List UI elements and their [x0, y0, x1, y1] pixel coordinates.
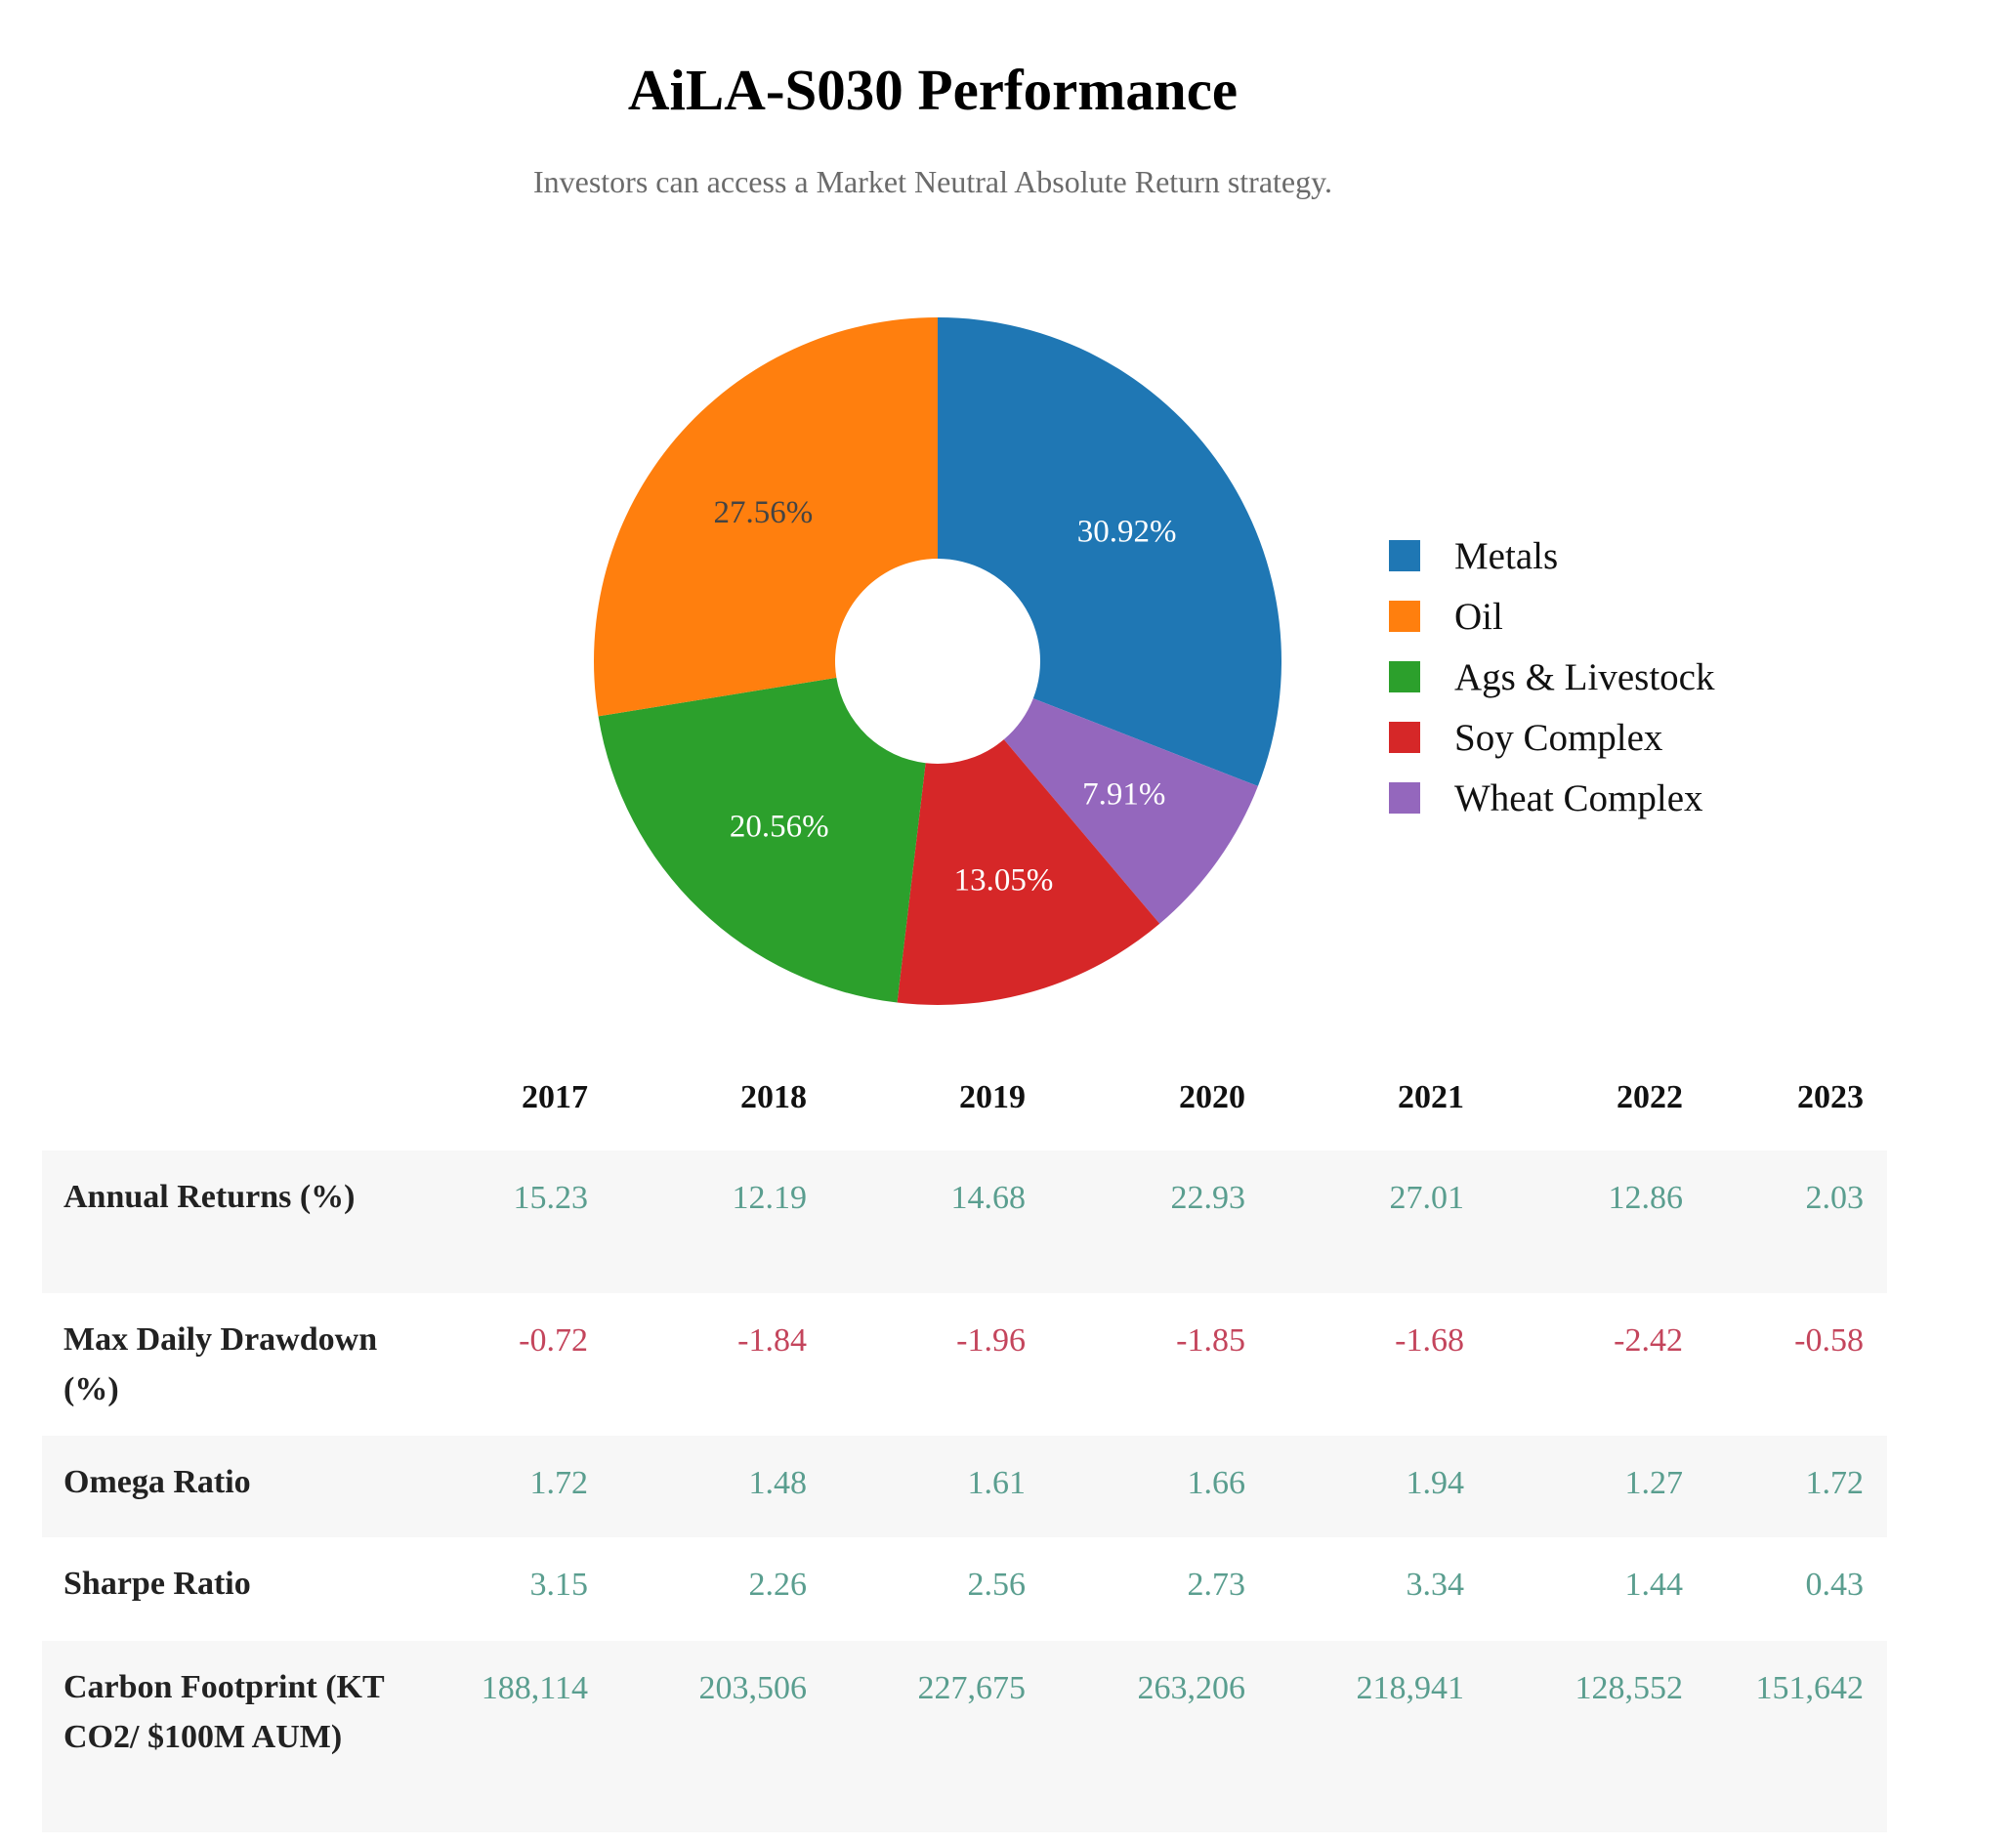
legend-item-soy-complex[interactable]: Soy Complex [1389, 707, 1714, 768]
table-cell: 12.19 [611, 1151, 830, 1293]
table-cell: 1.27 [1488, 1436, 1706, 1537]
table-cell: 3.15 [529, 1567, 589, 1603]
row-label: Annual Returns (%) [42, 1151, 430, 1293]
row-label: Omega Ratio [42, 1436, 430, 1537]
table-cell: 2.26 [748, 1567, 808, 1603]
donut-slice-labels: 30.92% 7.91% 13.05% 20.56% 27.56% [714, 495, 1177, 899]
table-cell: 227,675 [830, 1641, 1049, 1832]
table-cell: -1.85 [1176, 1322, 1245, 1359]
year-header-2017: 2017 [522, 1079, 588, 1115]
slice-label-soy-complex: 13.05% [954, 863, 1054, 899]
table-cell: 218,941 [1269, 1641, 1488, 1832]
table-cell: 128,552 [1488, 1641, 1706, 1832]
chart-legend: Metals Oil Ags & Livestock Soy Complex Wheat… [1389, 525, 1714, 828]
table-cell: 151,642 [1706, 1641, 1887, 1832]
table-cell: 263,206 [1049, 1641, 1269, 1832]
legend-swatch [1389, 540, 1420, 571]
table-cell: 1.94 [1269, 1436, 1488, 1537]
table-cell: -2.42 [1614, 1322, 1683, 1359]
table-cell: 188,114 [430, 1641, 611, 1832]
table-cell: -0.58 [1794, 1322, 1864, 1359]
year-header-2020: 2020 [1179, 1079, 1245, 1115]
table-header-corner [42, 1057, 430, 1151]
table-cell: 1.61 [830, 1436, 1049, 1537]
table-cell: 2.56 [967, 1567, 1027, 1603]
table-cell: 2.73 [1187, 1567, 1246, 1603]
table-cell: -1.96 [956, 1322, 1026, 1359]
table-row: Sharpe Ratio 3.15 2.26 2.56 2.73 3.34 1.44 0.43 [42, 1537, 1887, 1641]
performance-table: 2017 2018 2019 2020 2021 2022 2023 Annual Retu… [42, 1057, 1887, 1832]
table-row: Max Daily Drawdown (%) -0.72 -1.84 -1.96 -1.… [42, 1293, 1887, 1436]
slice-label-wheat-complex: 7.91% [1082, 776, 1165, 812]
table-cell: -1.68 [1395, 1322, 1464, 1359]
year-header-2021: 2021 [1398, 1079, 1464, 1115]
page-title: AiLA-S030 Performance [627, 58, 1239, 122]
slice-label-oil: 27.56% [714, 495, 814, 530]
legend-item-metals[interactable]: Metals [1389, 525, 1714, 586]
slice-label-ags-livestock: 20.56% [730, 809, 829, 844]
table-cell: 3.34 [1406, 1567, 1465, 1603]
table-header-row: 2017 2018 2019 2020 2021 2022 2023 [42, 1057, 1887, 1151]
legend-label: Wheat Complex [1454, 776, 1703, 819]
table-cell: 15.23 [430, 1151, 611, 1293]
legend-item-wheat-complex[interactable]: Wheat Complex [1389, 768, 1714, 828]
year-header-2018: 2018 [740, 1079, 807, 1115]
legend-swatch [1389, 601, 1420, 632]
table-cell: 27.01 [1269, 1151, 1488, 1293]
donut-slices [594, 317, 1281, 1006]
table-cell: 1.66 [1049, 1436, 1269, 1537]
row-label: Max Daily Drawdown (%) [63, 1321, 378, 1407]
table-row: Annual Returns (%) 15.23 12.19 14.68 22.93 27… [42, 1151, 1887, 1293]
year-header-2019: 2019 [959, 1079, 1026, 1115]
legend-item-ags-livestock[interactable]: Ags & Livestock [1389, 647, 1714, 707]
legend-swatch [1389, 782, 1420, 814]
table-cell: 14.68 [830, 1151, 1049, 1293]
table-cell: 1.44 [1624, 1567, 1684, 1603]
slice-label-metals: 30.92% [1077, 515, 1177, 550]
legend-label: Soy Complex [1454, 716, 1663, 759]
table-cell: -0.72 [519, 1322, 588, 1359]
page-subtitle: Investors can access a Market Neutral Ab… [532, 164, 1333, 199]
legend-item-oil[interactable]: Oil [1389, 586, 1714, 647]
legend-swatch [1389, 722, 1420, 753]
donut-chart: 30.92% 7.91% 13.05% 20.56% 27.56% [594, 317, 1281, 1006]
table-cell: 1.72 [430, 1436, 611, 1537]
table-row: Omega Ratio 1.72 1.48 1.61 1.66 1.94 1.27 1.72 [42, 1436, 1887, 1537]
slice-metals[interactable] [938, 317, 1281, 786]
table-cell: 1.72 [1706, 1436, 1887, 1537]
legend-label: Ags & Livestock [1454, 655, 1715, 698]
table-cell: 2.03 [1706, 1151, 1887, 1293]
year-header-2023: 2023 [1797, 1079, 1864, 1115]
legend-label: Metals [1454, 534, 1559, 577]
slice-oil[interactable] [594, 317, 938, 717]
table-cell: 12.86 [1488, 1151, 1706, 1293]
year-header-2022: 2022 [1617, 1079, 1683, 1115]
table-row: Carbon Footprint (KT CO2/ $100M AUM) 188,… [42, 1641, 1887, 1832]
slice-ags-livestock[interactable] [598, 677, 926, 1003]
table-cell: 1.48 [611, 1436, 830, 1537]
legend-label: Oil [1454, 595, 1503, 638]
slice-wheat-complex[interactable] [1003, 698, 1258, 924]
table-cell: 22.93 [1049, 1151, 1269, 1293]
legend-swatch [1389, 661, 1420, 692]
row-label: Carbon Footprint (KT CO2/ $100M AUM) [42, 1641, 430, 1832]
row-label: Sharpe Ratio [63, 1566, 251, 1602]
table-cell: 0.43 [1805, 1567, 1865, 1603]
table-cell: -1.84 [737, 1322, 807, 1359]
table-cell: 203,506 [611, 1641, 830, 1832]
slice-soy-complex[interactable] [897, 739, 1160, 1006]
